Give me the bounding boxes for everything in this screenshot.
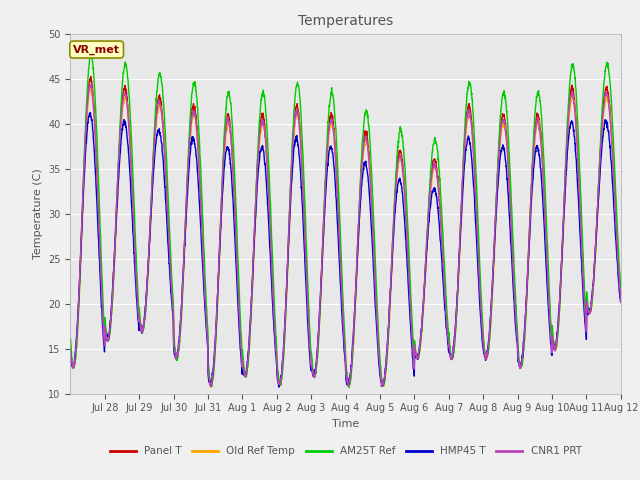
AM25T Ref: [512, 294, 520, 300]
HMP45 T: [122, 121, 129, 127]
Old Ref Temp: [609, 165, 617, 170]
Legend: Panel T, Old Ref Temp, AM25T Ref, HMP45 T, CNR1 PRT: Panel T, Old Ref Temp, AM25T Ref, HMP45 …: [106, 442, 586, 460]
HMP45 T: [512, 324, 520, 330]
CNR1 PRT: [86, 81, 93, 87]
AM25T Ref: [122, 64, 129, 70]
Line: Old Ref Temp: Old Ref Temp: [70, 86, 621, 387]
CNR1 PRT: [379, 380, 387, 385]
Panel T: [512, 308, 520, 314]
HMP45 T: [275, 384, 283, 390]
Panel T: [609, 163, 617, 168]
CNR1 PRT: [207, 383, 215, 389]
AM25T Ref: [379, 383, 387, 389]
HMP45 T: [241, 371, 248, 377]
HMP45 T: [67, 350, 74, 356]
AM25T Ref: [617, 285, 625, 291]
Old Ref Temp: [122, 92, 129, 98]
AM25T Ref: [241, 369, 248, 375]
HMP45 T: [86, 109, 94, 115]
CNR1 PRT: [543, 255, 550, 261]
AM25T Ref: [87, 52, 95, 58]
Old Ref Temp: [67, 342, 74, 348]
Old Ref Temp: [241, 369, 248, 375]
CNR1 PRT: [122, 92, 129, 97]
HMP45 T: [379, 383, 387, 388]
CNR1 PRT: [241, 372, 248, 378]
Line: Panel T: Panel T: [70, 76, 621, 387]
Panel T: [379, 379, 387, 385]
AM25T Ref: [67, 335, 74, 341]
HMP45 T: [543, 273, 550, 278]
Panel T: [122, 86, 129, 92]
CNR1 PRT: [67, 346, 74, 351]
Panel T: [241, 370, 248, 375]
Title: Temperatures: Temperatures: [298, 14, 393, 28]
CNR1 PRT: [609, 171, 617, 177]
X-axis label: Time: Time: [332, 419, 359, 429]
AM25T Ref: [609, 138, 617, 144]
Line: CNR1 PRT: CNR1 PRT: [70, 84, 621, 386]
Panel T: [617, 293, 625, 299]
Old Ref Temp: [379, 381, 387, 386]
Y-axis label: Temperature (C): Temperature (C): [33, 168, 43, 259]
CNR1 PRT: [512, 312, 520, 318]
Line: AM25T Ref: AM25T Ref: [70, 55, 621, 387]
AM25T Ref: [346, 384, 353, 390]
Panel T: [67, 346, 74, 352]
HMP45 T: [609, 194, 617, 200]
AM25T Ref: [543, 225, 550, 231]
Panel T: [543, 250, 550, 255]
Panel T: [87, 73, 95, 79]
Old Ref Temp: [86, 84, 94, 89]
Old Ref Temp: [617, 293, 625, 299]
Old Ref Temp: [543, 246, 550, 252]
CNR1 PRT: [617, 299, 625, 304]
Text: VR_met: VR_met: [73, 44, 120, 55]
Old Ref Temp: [512, 309, 520, 314]
Old Ref Temp: [208, 384, 216, 390]
HMP45 T: [617, 299, 625, 305]
Panel T: [345, 384, 353, 390]
Line: HMP45 T: HMP45 T: [70, 112, 621, 387]
